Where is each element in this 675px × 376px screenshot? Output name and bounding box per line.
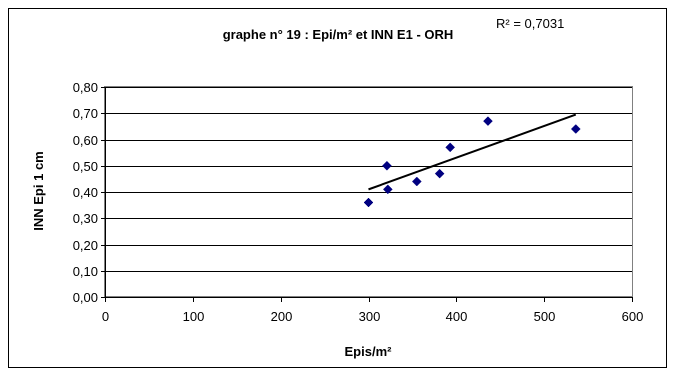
x-tick-label: 100 <box>183 309 205 324</box>
x-tick-label: 400 <box>446 309 468 324</box>
y-tick-label: 0,80 <box>73 80 98 95</box>
x-tick-label: 500 <box>534 309 556 324</box>
data-point <box>434 168 445 179</box>
plot-area <box>104 86 633 297</box>
x-tick-label: 300 <box>359 309 381 324</box>
x-tick-label: 600 <box>622 309 644 324</box>
y-tick-label: 0,70 <box>73 106 98 121</box>
trendline-group <box>368 113 577 191</box>
axes: 0,00 0,10 0,20 0,30 0,40 0,50 0,60 0,70 0,80 0 100… <box>73 80 644 324</box>
y-tick-label: 0,50 <box>73 159 98 174</box>
chart-title: graphe n° 19 : Epi/m² et INN E1 - ORH <box>223 27 454 42</box>
y-tick-label: 0,40 <box>73 185 98 200</box>
data-point <box>363 197 374 208</box>
data-point <box>445 142 456 153</box>
data-point <box>382 184 393 195</box>
y-tick-label: 0,00 <box>73 290 98 305</box>
data-point <box>570 124 581 134</box>
y-tick-label: 0,60 <box>73 133 98 148</box>
y-tick-label: 0,20 <box>73 238 98 253</box>
r-squared-label: R² = 0,7031 <box>496 16 564 31</box>
x-axis-title: Epis/m² <box>345 344 393 359</box>
data-point <box>483 116 493 126</box>
y-axis-title: INN Epi 1 cm <box>31 151 46 230</box>
y-tick-label: 0,30 <box>73 211 98 226</box>
data-points <box>363 116 581 208</box>
x-tick-label: 0 <box>102 309 109 324</box>
grid <box>105 87 632 272</box>
y-tick-label: 0,10 <box>73 264 98 279</box>
x-tick-label: 200 <box>271 309 293 324</box>
data-point <box>411 176 422 187</box>
data-point <box>382 160 392 171</box>
trendline <box>368 113 577 191</box>
